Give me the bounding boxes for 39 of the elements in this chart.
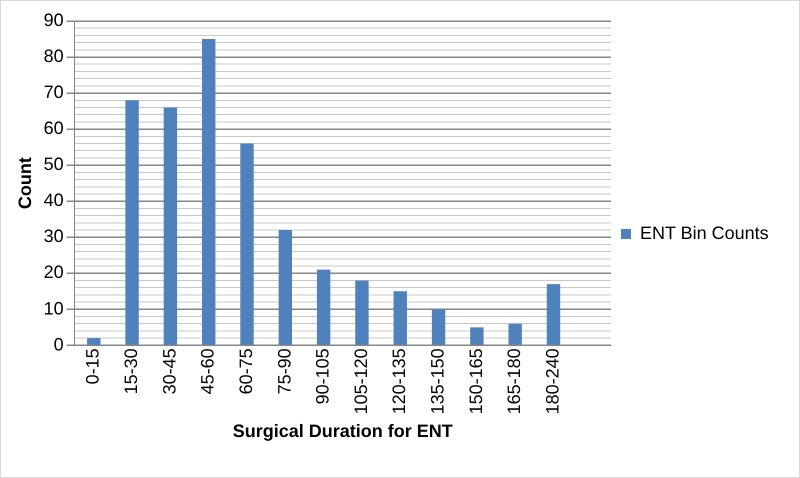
x-axis-title: Surgical Duration for ENT bbox=[232, 421, 453, 442]
bar bbox=[394, 291, 407, 345]
bar bbox=[546, 284, 560, 345]
y-tick-label: 40 bbox=[44, 190, 64, 210]
y-tick-label: 90 bbox=[44, 10, 64, 30]
x-tick-label: 60-75 bbox=[236, 348, 256, 394]
y-tick-label: 60 bbox=[44, 118, 64, 138]
y-axis-title: Count bbox=[14, 157, 35, 210]
x-tick-label: 30-45 bbox=[159, 348, 180, 394]
bar bbox=[355, 280, 369, 345]
bar bbox=[316, 270, 330, 345]
bar bbox=[432, 309, 446, 345]
bar bbox=[240, 144, 254, 345]
y-tick-label: 50 bbox=[44, 154, 64, 174]
y-tick-label: 80 bbox=[44, 46, 64, 66]
x-tick-label: 90-105 bbox=[312, 348, 333, 404]
y-tick-label: 30 bbox=[44, 226, 64, 246]
legend-label: ENT Bin Counts bbox=[640, 222, 769, 243]
bar bbox=[87, 338, 100, 345]
y-tick-label: 20 bbox=[44, 262, 64, 282]
bar bbox=[202, 39, 216, 345]
bar bbox=[508, 324, 522, 345]
y-tick-label: 10 bbox=[44, 298, 64, 318]
x-tick-label: 165-180 bbox=[504, 348, 524, 414]
x-tick-label: 0-15 bbox=[82, 348, 103, 384]
x-tick-label: 180-240 bbox=[542, 348, 562, 414]
x-tick-label: 45-60 bbox=[198, 348, 218, 394]
x-tick-label: 135-150 bbox=[428, 348, 448, 414]
x-tick-label: 150-165 bbox=[466, 348, 486, 414]
x-tick-label: 15-30 bbox=[121, 348, 142, 394]
bar bbox=[164, 107, 178, 345]
x-tick-label: 75-90 bbox=[274, 348, 294, 394]
y-tick-label: 70 bbox=[44, 82, 64, 102]
bar bbox=[125, 100, 139, 345]
bar bbox=[278, 230, 292, 345]
x-tick-label: 120-135 bbox=[389, 348, 410, 414]
x-tick-label: 105-120 bbox=[350, 348, 371, 414]
bar bbox=[470, 327, 484, 345]
y-tick-label: 0 bbox=[54, 334, 64, 354]
